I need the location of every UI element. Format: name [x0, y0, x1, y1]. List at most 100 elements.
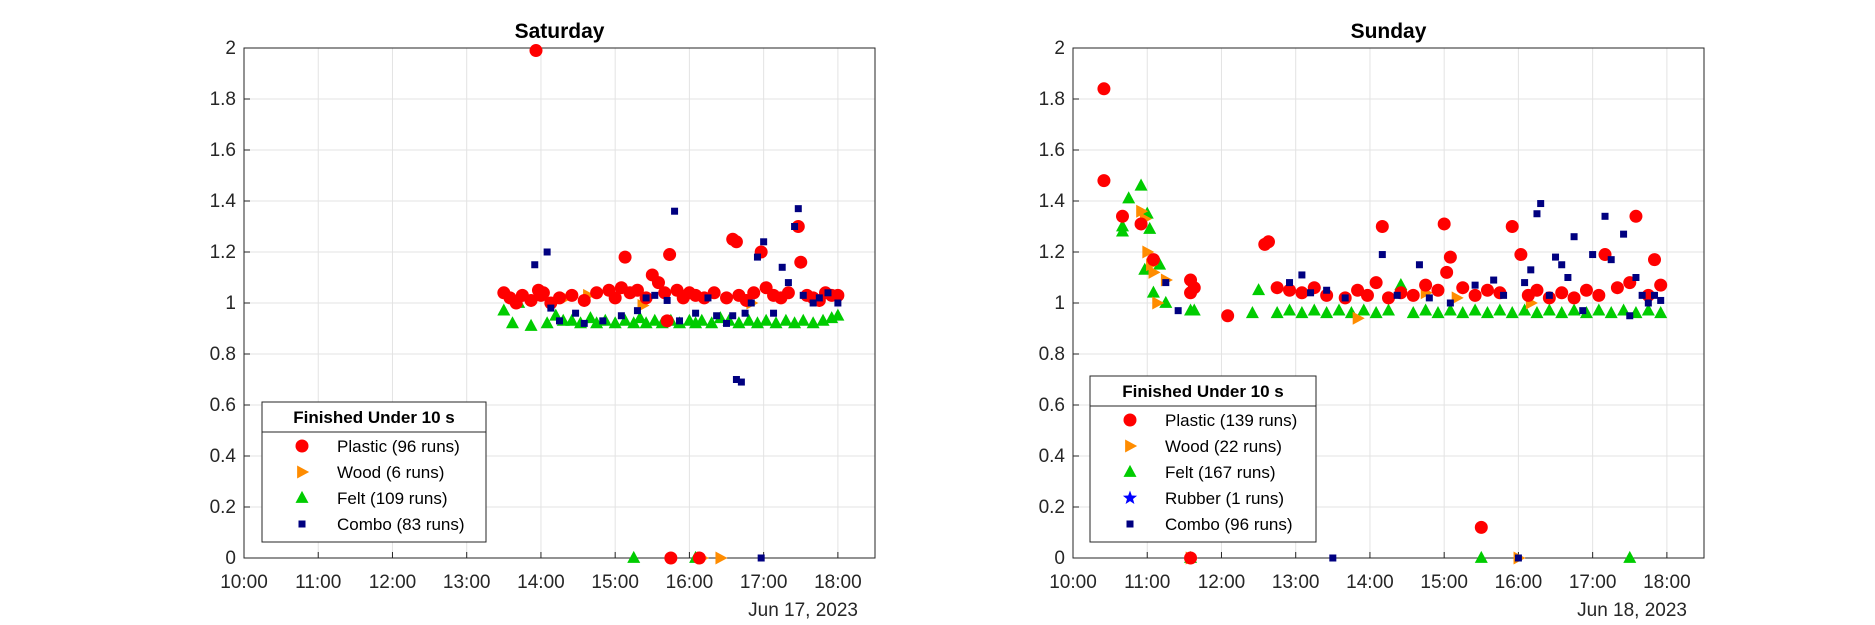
saturday-felt-point [695, 313, 709, 326]
sunday-combo-point [1620, 230, 1628, 238]
sunday-felt-point [1394, 278, 1408, 291]
sunday-plastic-point [1097, 82, 1111, 96]
sunday-plastic-point [1097, 174, 1111, 188]
sunday-y-tick-label: 0 [1054, 548, 1065, 569]
sunday-legend-title: Finished Under 10 s [1122, 382, 1284, 401]
saturday-combo-point [572, 309, 580, 317]
saturday-felt-point [779, 313, 793, 326]
saturday-plastic-point [831, 288, 845, 302]
sunday-plastic-point [1419, 278, 1433, 292]
saturday-combo-point [778, 263, 786, 271]
saturday-combo-point [713, 312, 721, 320]
sunday-title: Sunday [1351, 20, 1427, 43]
sunday-legend-plastic-marker [1123, 413, 1137, 427]
saturday-legend-combo-label: Combo (83 runs) [337, 515, 465, 534]
sunday-legend-box [1089, 375, 1317, 543]
saturday-chart: Saturday 0 0.2 0.4 0.6 0.8 1 1.2 1.4 1.6 1.8 2 10:… [210, 20, 876, 621]
sunday-wood-point [1152, 296, 1165, 310]
sunday-felt-point [1406, 306, 1420, 319]
saturday-legend-felt-marker [295, 490, 309, 503]
saturday-combo-point [809, 299, 817, 307]
sunday-combo-point [1286, 279, 1294, 287]
saturday-x-tick-label: 15:00 [591, 572, 639, 593]
sunday-felt-point [1505, 306, 1519, 319]
saturday-date-label: Jun 17, 2023 [748, 600, 858, 621]
saturday-x-ticks: 10:00 11:00 12:00 13:00 14:00 15:00 16:00 17:00… [220, 552, 862, 593]
sunday-y-tick-label: 1.2 [1039, 242, 1065, 263]
saturday-title: Saturday [515, 20, 605, 43]
sunday-felt-point [1567, 303, 1581, 316]
sunday-plastic-point [1505, 220, 1519, 233]
sunday-plastic-point [1474, 520, 1488, 534]
sunday-plastic-point [1648, 253, 1662, 267]
sunday-felt-point [1480, 306, 1494, 319]
sunday-felt-point [1252, 283, 1266, 296]
sunday-combo-point [1162, 279, 1170, 287]
sunday-combo-point [1323, 286, 1331, 294]
sunday-felt-point [1474, 550, 1488, 563]
saturday-y-tick-label: 1.8 [210, 89, 236, 110]
sunday-y-tick-label: 1.4 [1039, 191, 1066, 212]
sunday-plastic-point [1261, 235, 1275, 249]
sunday-plastic-point [1629, 209, 1643, 223]
saturday-combo-point [543, 248, 551, 256]
sunday-combo-point [1307, 289, 1315, 297]
sunday-legend-wood-marker [1125, 439, 1138, 453]
sunday-y-tick-label: 0.6 [1039, 395, 1065, 416]
sunday-plastic-point [1360, 288, 1374, 302]
sunday-felt-point [1555, 306, 1569, 319]
sunday-felt-point [1431, 306, 1445, 319]
saturday-combo-point [757, 554, 765, 562]
sunday-felt-point [1295, 306, 1309, 319]
sunday-plastic-point [1146, 253, 1160, 267]
saturday-combo-point [753, 253, 761, 261]
sunday-plastic-point [1351, 283, 1365, 297]
sunday-combo-point [1527, 266, 1535, 274]
sunday-date-label: Jun 18, 2023 [1577, 600, 1687, 621]
saturday-legend-plastic-marker [295, 439, 309, 453]
sunday-felt-point [1542, 303, 1556, 316]
saturday-combo-point [599, 317, 607, 325]
sunday-combo-point [1471, 281, 1479, 289]
sunday-plastic-point [1115, 209, 1129, 223]
sunday-felt-point [1419, 303, 1433, 316]
sunday-combo-point [1298, 271, 1306, 279]
saturday-plastic-point [747, 286, 761, 300]
saturday-combo-point [663, 296, 671, 304]
sunday-legend-felt-marker [1123, 464, 1137, 477]
saturday-x-tick-label: 18:00 [814, 572, 862, 593]
sunday-chart: Sunday 0 0.2 0.4 0.6 0.8 1 1.2 1.4 1.6 1.8 2 10:00… [1039, 20, 1705, 621]
sunday-y-tick-label: 1 [1054, 293, 1065, 314]
sunday-combo-point [1425, 294, 1433, 302]
sunday-plastic-point [1406, 288, 1420, 302]
saturday-felt-point [769, 316, 783, 329]
saturday-combo-point [747, 299, 755, 307]
sunday-felt-point [1143, 221, 1157, 234]
sunday-legend-plastic-label: Plastic (139 runs) [1165, 411, 1297, 430]
saturday-combo-point [834, 299, 842, 307]
sunday-combo-point [1329, 554, 1337, 562]
saturday-x-tick-label: 13:00 [443, 572, 491, 593]
saturday-legend-title: Finished Under 10 s [293, 408, 455, 427]
sunday-y-tick-label: 0.4 [1039, 446, 1066, 467]
saturday-combo-point [676, 317, 684, 325]
saturday-combo-point [737, 378, 745, 386]
sunday-combo-point [1632, 274, 1640, 281]
sunday-legend-combo-label: Combo (96 runs) [1165, 515, 1293, 534]
sunday-x-tick-label: 16:00 [1495, 572, 1543, 593]
saturday-plastic-point [529, 44, 543, 58]
sunday-felt-point [1134, 178, 1148, 191]
saturday-felt-point [806, 316, 820, 329]
sunday-felt-point [1307, 303, 1321, 316]
saturday-combo-point [770, 309, 778, 317]
sunday-combo-point [1607, 256, 1615, 264]
sunday-wood-point [1451, 291, 1464, 305]
saturday-felt-point [505, 316, 519, 329]
sunday-combo-point [1644, 299, 1652, 307]
saturday-combo-point [815, 294, 823, 302]
sunday-legend: Finished Under 10 s Plastic (139 runs) Woo… [1089, 375, 1317, 543]
sunday-plastic-point [1610, 281, 1624, 295]
sunday-felt-point [1283, 303, 1297, 316]
saturday-x-tick-label: 12:00 [369, 572, 417, 593]
saturday-felt-point [759, 313, 773, 326]
